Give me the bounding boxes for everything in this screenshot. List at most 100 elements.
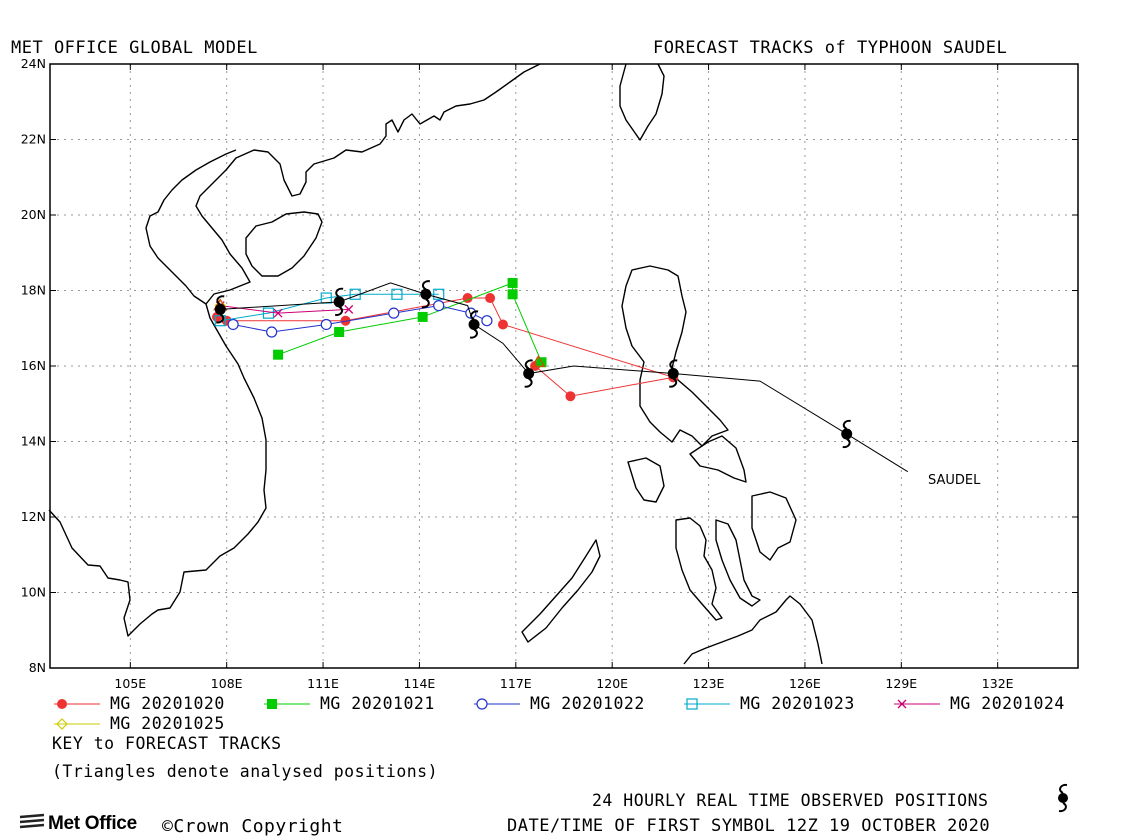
typhoon-symbol-icon [333,287,345,316]
y-tick-label: 8N [29,660,46,675]
forecast-track-point [262,307,275,319]
forecast-track-point [227,318,239,331]
grid-lines [50,63,1078,669]
coastline-bohol [751,491,797,561]
y-tick-label: 14N [21,434,46,449]
y-tick-label: 22N [21,132,46,147]
first-symbol-datetime: DATE/TIME OF FIRST SYMBOL 12Z 19 OCTOBER… [507,816,991,836]
legend-marker [56,718,68,730]
key-title: KEY to FORECAST TRACKS [52,734,282,753]
observed-symbol-icon [1058,783,1068,813]
typhoon-symbol-icon [841,419,853,449]
forecast-track-point [465,307,477,319]
legend-label: MG 20201020 [110,694,225,713]
forecast-track-point [273,349,284,360]
x-tick-label: 126E [789,676,821,691]
legend-swatch [54,718,100,730]
forecast-track-point [433,288,445,300]
y-tick-label: 20N [21,207,46,222]
y-tick-label: 16N [21,358,46,373]
legend-swatch [684,698,730,710]
y-tick-label: 12N [21,509,46,524]
header-left-title: MET OFFICE GLOBAL MODEL [11,38,258,58]
track-map: 105E 108E 111E 114E 117E 120E 123E 126E 129E 132E… [21,56,1079,691]
forecast-track-point [273,308,283,318]
coastline-mainland-west [145,149,237,305]
forecast-track-point [340,315,351,326]
x-tick-label: 117E [500,676,532,691]
forecast-track-point [417,311,428,322]
typhoon-symbol-icon [214,295,226,324]
x-tick-label: 123E [693,676,725,691]
legend-marker [476,698,488,710]
forecast-track-point [388,307,400,319]
forecast-track-point [485,293,496,304]
forecast-track-point [214,315,226,327]
forecast-track-point [266,326,278,338]
x-tick-label: 132E [982,676,1014,691]
forecast-track-line [220,293,439,322]
legend-label: MG 20201021 [320,694,435,713]
x-tick-label: 105E [114,676,146,691]
legend-marker [686,698,698,710]
legend-swatch [894,699,940,709]
forecast-track-point [320,318,332,331]
x-tick-label: 120E [596,676,628,691]
forecast-track-point [391,288,403,300]
storm-label: SAUDEL [928,473,981,488]
analysed-position-triangle [531,355,546,367]
coastline-visayas [675,517,723,621]
met-office-logo-icon [19,813,45,829]
y-tick-label: 18N [21,283,46,298]
observed-track [214,280,909,473]
coastline-mainland [48,63,541,637]
forecast-track-point [507,289,518,300]
coastline-mindoro [627,457,665,503]
met-office-brand: Met Office [48,813,137,834]
x-tick-label: 114E [404,676,436,691]
coastline-samar [689,435,747,483]
typhoon-symbol-icon [420,280,432,309]
y-tick-label: 10N [21,585,46,600]
coastline-palawan [521,539,601,643]
legend-marker [57,699,67,709]
legend-swatch [54,699,100,709]
legend-swatch [474,698,520,710]
forecast-track-point [481,315,493,327]
met-office-logo: Met Office [18,813,137,835]
legend-marker [897,699,907,709]
copyright: ©Crown Copyright [162,816,344,837]
longitude-ticks: 105E 108E 111E 114E 117E 120E 123E 126E 129E 132E [114,64,1014,691]
forecast-track-point [433,300,445,312]
header-right-title: FORECAST TRACKS of TYPHOON SAUDEL [653,38,1008,58]
legend-label: MG 20201022 [530,694,645,713]
coastline-hainan [245,211,323,277]
coastline-taiwan [619,63,665,141]
legend-label: MG 20201023 [740,694,855,713]
coastline-mindanao [683,595,823,665]
observed-track-line [220,282,909,473]
coastlines [48,63,823,665]
legend-marker [267,699,277,709]
coastline-luzon [621,265,729,447]
forecast-track-point [565,391,576,402]
forecast-track-point [334,327,345,338]
forecast-track-point [344,304,354,314]
legend-label: MG 20201025 [110,714,225,733]
forecast-tracks [212,277,679,402]
x-tick-label: 108E [211,676,243,691]
typhoon-symbol-icon [468,310,480,339]
forecast-track-point [497,319,508,330]
typhoon-symbol-icon [523,359,535,388]
y-tick-label: 24N [21,56,46,71]
latitude-ticks: 24N 22N 20N 18N 16N 14N 12N 10N 8N [21,56,1078,675]
typhoon-symbol-icon [667,359,679,388]
observed-positions-note: 24 HOURLY REAL TIME OBSERVED POSITIONS [592,791,989,810]
triangles-note: (Triangles denote analysed positions) [52,762,439,781]
forecast-track-point [507,277,518,288]
coastline-cebu [715,519,761,607]
x-tick-label: 129E [885,676,917,691]
forecast-track-line [277,282,542,363]
legend-swatch [264,699,310,709]
legend-label: MG 20201024 [950,694,1065,713]
